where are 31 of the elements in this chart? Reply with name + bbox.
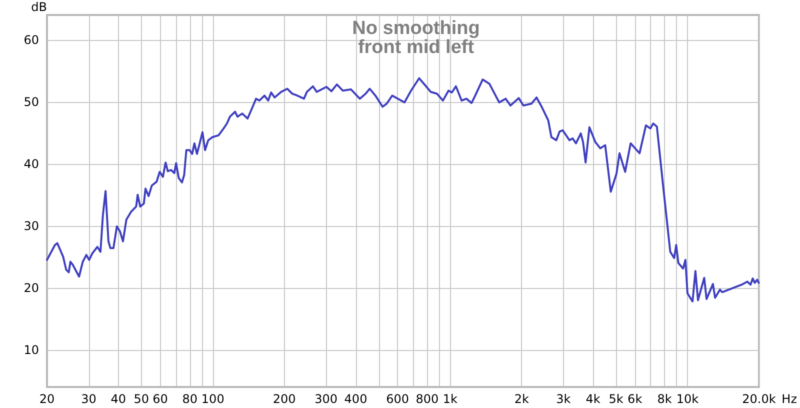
x-tick-label: 30	[81, 392, 96, 406]
x-tick-label: 4k	[586, 392, 600, 406]
x-tick-label: 200	[272, 392, 296, 406]
x-tick-label: 8k	[657, 392, 672, 406]
x-tick-label: 2k	[514, 392, 529, 406]
x-tick-label: 20.0k	[742, 392, 776, 406]
x-tick-label: 6k	[628, 392, 642, 406]
x-tick-label: 5k	[608, 392, 624, 406]
x-tick-label: 10k	[676, 392, 699, 406]
x-tick-label: 20	[39, 392, 55, 406]
x-tick-label: 40	[110, 392, 126, 406]
x-tick-label: 60	[152, 392, 168, 406]
y-axis-title: dB	[31, 0, 47, 14]
x-axis-title: Hz	[782, 392, 798, 406]
x-tick-label: 600	[386, 392, 409, 406]
x-tick-label: 100	[201, 392, 224, 406]
x-tick-label: 80	[182, 392, 198, 406]
y-tick-label: 30	[24, 218, 39, 233]
x-tick-label: 1k	[442, 392, 458, 406]
x-tick-label: 300	[314, 392, 338, 406]
y-tick-label: 60	[24, 32, 39, 47]
chart-title: No smoothing	[352, 18, 480, 39]
y-tick-label: 10	[24, 342, 39, 357]
text: front mid left	[358, 37, 475, 58]
x-tick-label: 800	[416, 392, 439, 406]
y-tick-label: 40	[24, 156, 39, 171]
y-tick-label: 50	[24, 94, 39, 109]
x-tick-label: 3k	[556, 392, 571, 406]
x-tick-label: 400	[344, 392, 368, 406]
x-tick-label: 50	[134, 392, 150, 406]
y-tick-label: 20	[24, 280, 39, 295]
